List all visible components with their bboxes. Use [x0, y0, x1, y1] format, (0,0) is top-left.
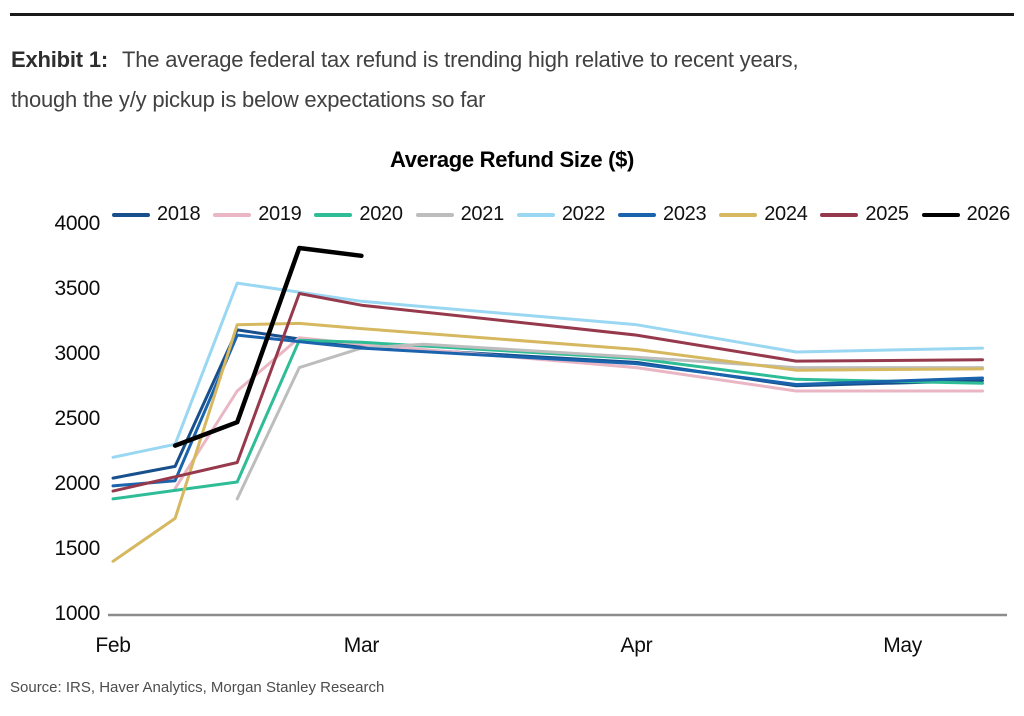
x-tick-label-mar: Mar	[344, 634, 380, 657]
legend-label-2025: 2025	[865, 203, 909, 225]
legend-item-2025: 2025	[820, 203, 909, 226]
exhibit-number-label: Exhibit 1:	[11, 47, 109, 72]
legend-label-2023: 2023	[663, 203, 707, 225]
x-tick-label-may: May	[883, 634, 923, 657]
series-line-2022	[111, 281, 984, 459]
legend-swatch-2019	[213, 212, 252, 217]
exhibit-caption-line1: Exhibit 1: The average federal tax refund…	[11, 40, 1014, 80]
x-tick-label-apr: Apr	[621, 634, 653, 657]
y-tick-label-1000: 1000	[54, 602, 100, 625]
y-tick-label-2500: 2500	[54, 407, 100, 430]
y-tick-label-3000: 3000	[54, 342, 100, 365]
legend-item-2021: 2021	[415, 203, 505, 226]
legend-item-2026: 2026	[921, 203, 1011, 226]
series-line-2021	[235, 342, 984, 501]
source-note: Source: IRS, Haver Analytics, Morgan Sta…	[10, 679, 385, 696]
chart-title: Average Refund Size ($)	[389, 147, 635, 172]
legend-swatch-2018	[112, 212, 150, 217]
series-line-2018	[111, 328, 984, 480]
legend-item-2018: 2018	[112, 203, 201, 226]
series-line-2023	[111, 333, 984, 488]
x-tick-label-feb: Feb	[95, 634, 130, 657]
legend-item-2024: 2024	[719, 203, 808, 226]
exhibit-title-part1: The average federal tax refund is trendi…	[122, 47, 799, 72]
chart-legend: 2018 2019 2020 2021 2022 2023 2024 2025 2026	[112, 203, 1010, 226]
y-tick-label-3500: 3500	[54, 277, 100, 300]
legend-label-2019: 2019	[258, 203, 302, 225]
legend-label-2021: 2021	[460, 203, 505, 225]
legend-label-2020: 2020	[359, 203, 403, 225]
top-divider-rule	[10, 13, 1014, 16]
legend-swatch-2022	[516, 212, 555, 217]
legend-label-2022: 2022	[561, 203, 606, 225]
legend-swatch-2020	[314, 212, 353, 217]
legend-swatch-2026	[921, 212, 960, 217]
legend-label-2026: 2026	[966, 203, 1011, 225]
series-line-2020	[111, 338, 984, 501]
y-tick-label-1500: 1500	[54, 537, 100, 560]
exhibit-caption: Exhibit 1: The average federal tax refund…	[11, 40, 1014, 120]
y-tick-label-4000: 4000	[54, 212, 100, 235]
legend-item-2022: 2022	[516, 203, 606, 226]
legend-item-2023: 2023	[618, 203, 707, 226]
legend-swatch-2023	[618, 212, 657, 217]
legend-swatch-2025	[820, 212, 859, 217]
y-tick-label-2000: 2000	[54, 472, 100, 495]
legend-item-2019: 2019	[213, 203, 302, 226]
legend-label-2018: 2018	[157, 203, 201, 225]
series-line-2024	[111, 321, 984, 563]
legend-swatch-2024	[719, 212, 758, 217]
legend-swatch-2021	[415, 212, 454, 217]
series-line-2019	[173, 336, 984, 490]
legend-item-2020: 2020	[314, 203, 403, 226]
series-line-2025	[111, 292, 984, 493]
exhibit-title-part2: though the y/y pickup is below expectati…	[11, 87, 486, 112]
series-line-2026	[172, 245, 364, 448]
legend-label-2024: 2024	[764, 203, 808, 225]
